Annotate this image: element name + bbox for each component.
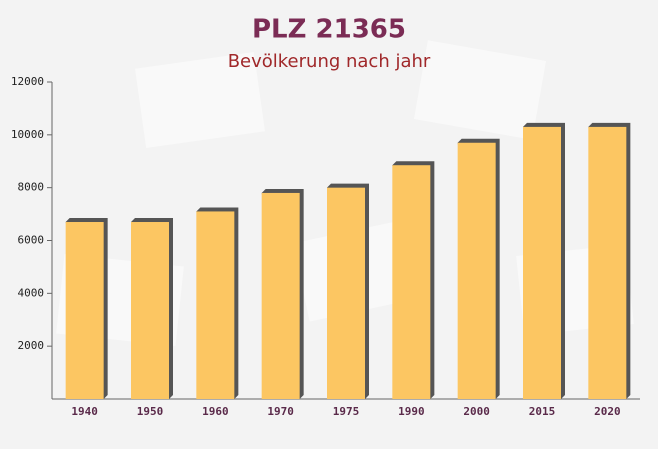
bar (196, 211, 235, 399)
y-tick-label: 12000 (11, 75, 44, 88)
bar (523, 126, 561, 400)
y-tick-label: 10000 (11, 128, 44, 141)
bar (65, 222, 104, 399)
x-tick-label: 1960 (202, 405, 229, 418)
chart-subtitle: Bevölkerung nach jahr (228, 51, 431, 72)
bar (327, 187, 365, 399)
x-tick-label: 1970 (267, 405, 294, 418)
x-tick-label: 2000 (463, 405, 490, 418)
x-tick-label: 2015 (529, 405, 556, 418)
x-tick-label: 1950 (137, 405, 164, 418)
bar (131, 222, 169, 399)
bar (261, 192, 300, 399)
x-tick-label: 1990 (398, 405, 425, 418)
x-tick-label: 1975 (333, 405, 360, 418)
y-tick-label: 4000 (18, 286, 45, 299)
y-tick-label: 8000 (18, 181, 45, 194)
x-tick-label: 1940 (71, 405, 98, 418)
bar (392, 165, 431, 399)
bar (588, 126, 627, 400)
y-tick-label: 2000 (18, 339, 45, 352)
x-tick-label: 2020 (594, 405, 621, 418)
chart-title: PLZ 21365 (252, 15, 406, 45)
bar (457, 142, 496, 399)
y-tick-label: 6000 (18, 234, 45, 247)
